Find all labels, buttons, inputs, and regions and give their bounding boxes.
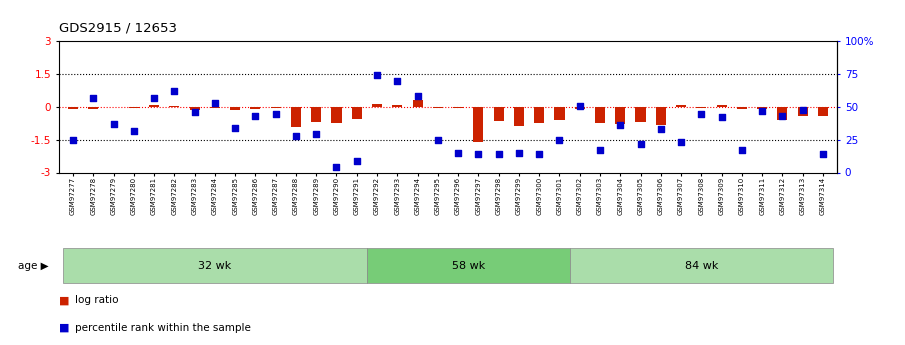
Point (66, 137, 81, 142)
Bar (534, 107, 544, 123)
Bar (656, 107, 666, 125)
Point (491, 151, 506, 157)
Bar (473, 107, 483, 142)
Point (106, 121, 120, 127)
Point (613, 122, 627, 128)
Point (329, 165, 344, 170)
Bar (169, 106, 179, 107)
Point (187, 109, 202, 115)
Bar (555, 107, 565, 120)
Bar (392, 105, 403, 107)
Point (451, 150, 465, 156)
Point (653, 127, 668, 132)
Bar (717, 106, 727, 107)
Point (228, 125, 243, 131)
Bar (189, 107, 200, 110)
Point (815, 151, 830, 157)
Bar (291, 107, 301, 127)
Text: 58 wk: 58 wk (452, 261, 485, 270)
Bar (331, 107, 341, 123)
Bar (615, 107, 625, 124)
Bar (433, 107, 443, 108)
Point (776, 114, 790, 119)
Bar (575, 107, 585, 109)
Text: ■: ■ (59, 295, 70, 305)
Point (390, 78, 405, 83)
Bar (271, 107, 281, 108)
Point (309, 132, 323, 137)
Bar (129, 107, 138, 108)
Point (127, 128, 141, 133)
Text: GDS2915 / 12653: GDS2915 / 12653 (59, 21, 176, 34)
Bar (757, 107, 767, 109)
Point (248, 114, 262, 119)
Bar (453, 107, 463, 108)
Point (714, 115, 729, 120)
Bar (230, 107, 240, 110)
Point (634, 141, 648, 146)
Point (573, 103, 587, 108)
Bar (210, 107, 220, 108)
Point (552, 137, 567, 142)
Bar (352, 107, 362, 119)
Point (694, 111, 709, 116)
Point (289, 133, 303, 139)
Point (755, 108, 769, 114)
Point (431, 137, 445, 142)
Bar (696, 107, 707, 108)
Point (472, 151, 486, 157)
Point (593, 147, 607, 153)
Point (532, 151, 547, 157)
Point (511, 150, 526, 156)
Bar (88, 107, 99, 109)
Point (147, 95, 161, 100)
Bar (311, 107, 321, 122)
Bar (367, 248, 569, 283)
Bar (737, 107, 747, 109)
Text: 84 wk: 84 wk (685, 261, 718, 270)
Point (349, 158, 364, 164)
Point (410, 94, 424, 99)
Bar (62, 248, 367, 283)
Point (167, 88, 182, 94)
Bar (372, 104, 382, 107)
Point (207, 100, 222, 106)
Bar (68, 107, 78, 109)
Point (795, 107, 810, 112)
Bar (569, 248, 834, 283)
Text: percentile rank within the sample: percentile rank within the sample (75, 323, 251, 333)
Point (269, 111, 283, 116)
Point (674, 140, 689, 145)
Point (735, 147, 749, 153)
Bar (777, 107, 787, 120)
Bar (595, 107, 605, 123)
Bar (797, 107, 808, 116)
Bar (514, 107, 524, 126)
Bar (493, 107, 504, 121)
Bar (818, 107, 828, 116)
Bar (149, 106, 159, 107)
Bar (251, 107, 261, 109)
Text: age ▶: age ▶ (18, 261, 49, 270)
Bar (413, 100, 423, 107)
Point (370, 73, 385, 78)
Text: 32 wk: 32 wk (198, 261, 232, 270)
Text: log ratio: log ratio (75, 295, 119, 305)
Text: ■: ■ (59, 323, 70, 333)
Bar (635, 107, 645, 122)
Point (86, 95, 100, 100)
Bar (676, 105, 686, 107)
